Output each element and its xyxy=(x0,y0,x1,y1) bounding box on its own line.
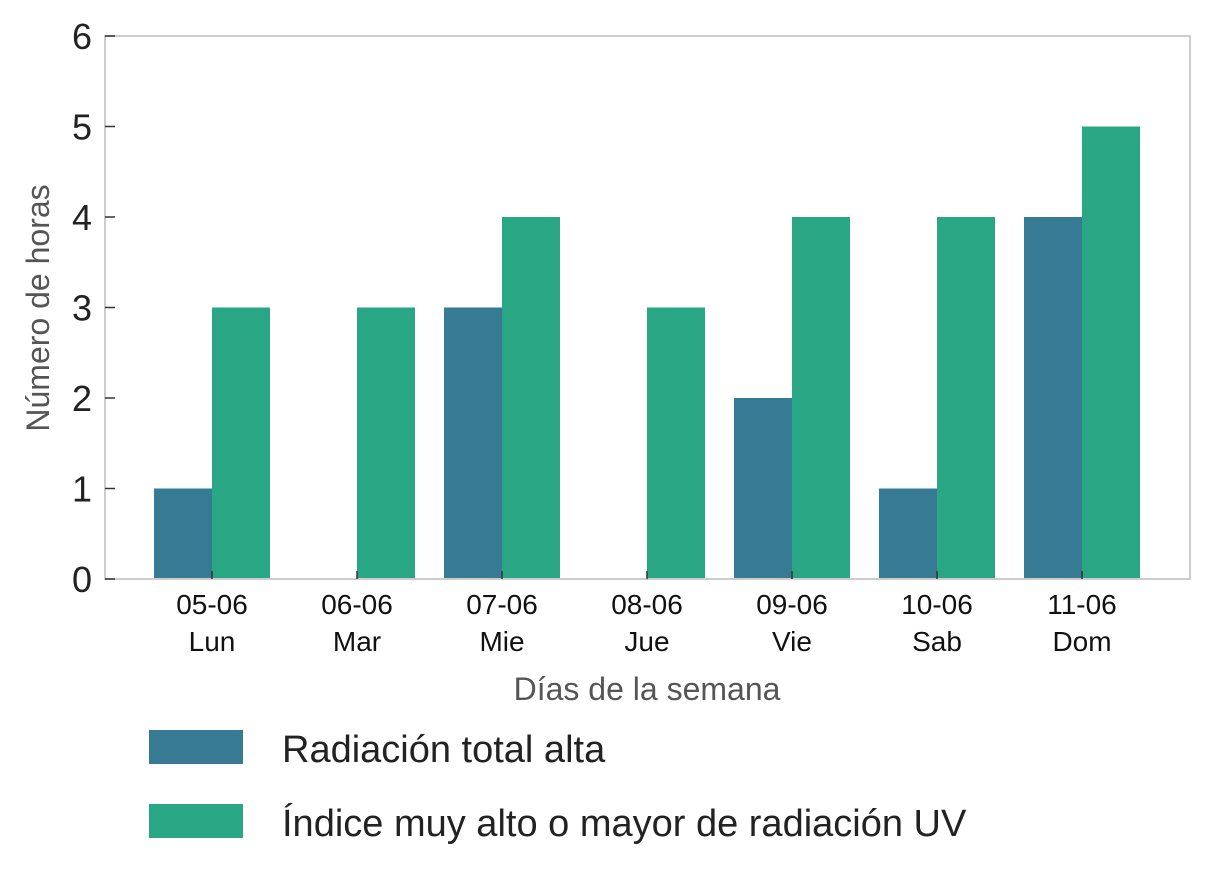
legend-swatch xyxy=(149,730,243,764)
y-tick-label: 4 xyxy=(72,197,92,238)
x-tick-label-date: 06-06 xyxy=(321,589,393,620)
bar-indice-uv-09-06 xyxy=(792,217,850,579)
x-tick-label-date: 09-06 xyxy=(756,589,828,620)
bar-indice-uv-11-06 xyxy=(1082,126,1140,579)
legend-label: Índice muy alto o mayor de radiación UV xyxy=(282,802,967,845)
y-tick-label: 2 xyxy=(72,378,92,419)
x-tick-label-day: Jue xyxy=(624,626,669,657)
x-tick-label-date: 10-06 xyxy=(901,589,973,620)
bar-radiacion-total-09-06 xyxy=(734,398,792,579)
y-tick-label: 1 xyxy=(72,469,92,510)
bar-indice-uv-08-06 xyxy=(647,307,705,579)
x-tick-label-date: 07-06 xyxy=(466,589,538,620)
x-tick-label-day: Mie xyxy=(479,626,524,657)
legend-label: Radiación total alta xyxy=(282,729,606,771)
y-tick-label: 0 xyxy=(72,559,92,600)
x-tick-label-day: Mar xyxy=(333,626,381,657)
legend: Radiación total alta Índice muy alto o ma… xyxy=(149,729,967,845)
x-tick-label-date: 05-06 xyxy=(176,589,248,620)
x-tick-label-date: 08-06 xyxy=(611,589,683,620)
x-tick-label-date: 11-06 xyxy=(1047,589,1117,620)
bar-radiacion-total-05-06 xyxy=(154,488,212,579)
x-tick-label-day: Dom xyxy=(1052,626,1111,657)
bar-radiacion-total-10-06 xyxy=(879,488,937,579)
bars-layer xyxy=(154,126,1140,579)
axes-layer: 0 1 2 3 4 5 6 05-06 Lun 06-06 Mar 07-06 Mie 08-06 Jue 0… xyxy=(72,16,1191,657)
bar-indice-uv-05-06 xyxy=(212,307,270,579)
bar-radiacion-total-11-06 xyxy=(1024,217,1082,579)
x-tick-label-day: Lun xyxy=(189,626,236,657)
x-tick-label-day: Vie xyxy=(772,626,812,657)
y-tick-label: 6 xyxy=(72,16,92,57)
y-axis-label: Número de horas xyxy=(20,184,56,431)
x-tick-label-day: Sab xyxy=(912,626,962,657)
bar-indice-uv-06-06 xyxy=(357,307,415,579)
legend-swatch xyxy=(149,804,243,838)
y-tick-label: 3 xyxy=(72,288,92,329)
bar-indice-uv-10-06 xyxy=(937,217,995,579)
bar-indice-uv-07-06 xyxy=(502,217,560,579)
y-tick-label: 5 xyxy=(72,107,92,148)
x-axis-label: Días de la semana xyxy=(514,671,781,707)
bar-radiacion-total-07-06 xyxy=(444,307,502,579)
